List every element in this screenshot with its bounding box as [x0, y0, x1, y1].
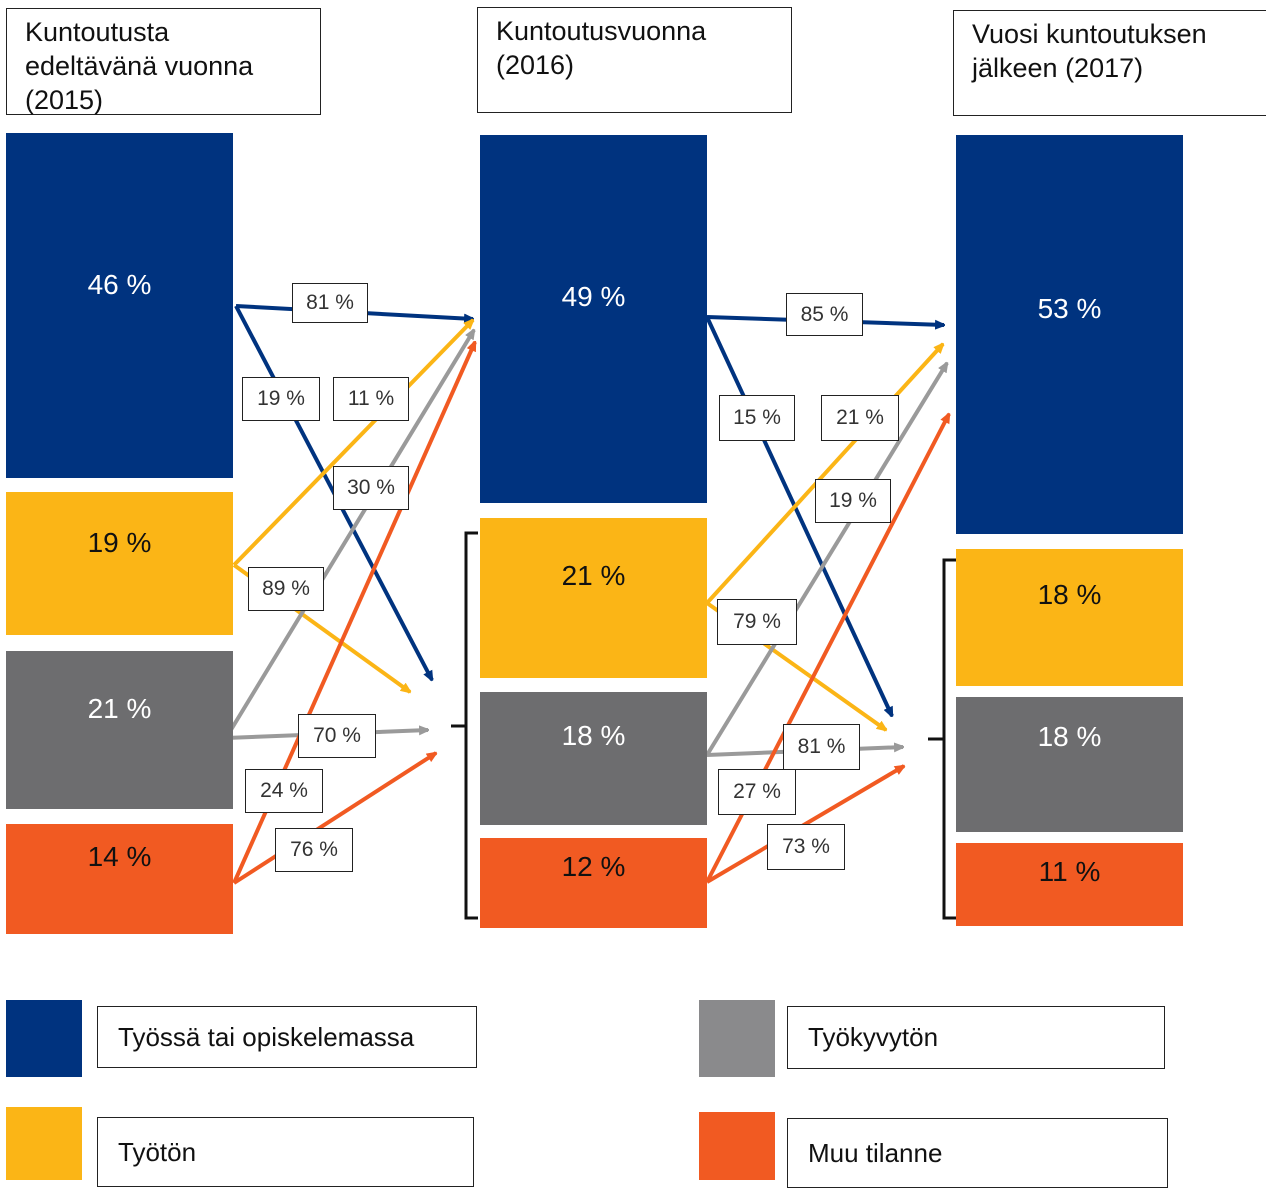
bar-2017-other-label: 11 % — [1038, 856, 1101, 887]
header-2016: Kuntoutusvuonna (2016) — [477, 7, 792, 113]
header-2015: Kuntoutusta edeltävänä vuonna (2015) — [6, 8, 321, 115]
pct-t1-unemployed-to-work: 11 % — [333, 377, 409, 421]
bar-2017-disabled: 18 % — [956, 697, 1183, 832]
legend-swatch-other — [699, 1112, 775, 1180]
bar-2015-work: 46 % — [6, 133, 233, 478]
pct-t1-other-to-nonwork: 76 % — [275, 828, 353, 872]
pct-t1-work-to-nonwork: 19 % — [242, 377, 320, 421]
bar-2016-disabled-label: 18 % — [561, 720, 626, 751]
pct-t2-other-to-nonwork: 73 % — [767, 824, 845, 870]
bar-2016-unemployed: 21 % — [480, 518, 707, 678]
bar-2017-work-label: 53 % — [1037, 293, 1102, 324]
arrow-t2-disabled-to-work — [705, 363, 949, 757]
arrow-t2-work-to-nonwork — [705, 316, 894, 716]
bar-2017-other: 11 % — [956, 843, 1183, 926]
pct-t2-unemployed-to-work: 21 % — [821, 395, 899, 441]
legend-label-other: Muu tilanne — [787, 1118, 1168, 1188]
bar-2015-unemployed: 19 % — [6, 492, 233, 635]
bar-2017-work: 53 % — [956, 135, 1183, 534]
pct-t2-work-to-nonwork: 15 % — [719, 395, 795, 441]
bar-2016-disabled: 18 % — [480, 692, 707, 825]
legend-label-disabled: Työkyvytön — [787, 1006, 1165, 1069]
pct-t1-other-to-work: 24 % — [245, 769, 323, 813]
arrow-t1-disabled-to-work — [224, 330, 476, 740]
arrow-t1-other-to-nonwork — [232, 751, 436, 885]
pct-t2-disabled-to-work: 19 % — [815, 479, 891, 523]
bar-2017-unemployed-label: 18 % — [1037, 579, 1102, 610]
bracket-2016 — [451, 531, 478, 920]
arrow-t2-unemployed-to-work — [705, 344, 943, 605]
pct-t2-unemployed-to-nonwork: 79 % — [717, 599, 797, 645]
bar-2016-other: 12 % — [480, 838, 707, 928]
bar-2015-work-label: 46 % — [87, 269, 152, 300]
bar-2015-disabled-label: 21 % — [87, 693, 152, 724]
bar-2015-other: 14 % — [6, 824, 233, 934]
pct-t1-disabled-to-nonwork: 70 % — [298, 714, 376, 758]
bar-2016-work-label: 49 % — [561, 281, 626, 312]
pct-t1-unemployed-to-nonwork: 89 % — [248, 567, 324, 611]
bar-2016-work: 49 % — [480, 135, 707, 503]
legend-swatch-work — [6, 1000, 82, 1077]
legend-label-unemployed: Työtön — [97, 1117, 474, 1187]
bar-2015-other-label: 14 % — [87, 841, 152, 872]
pct-t2-work-to-work: 85 % — [786, 293, 863, 336]
bar-2016-other-label: 12 % — [561, 851, 626, 882]
bar-2016-unemployed-label: 21 % — [561, 560, 626, 591]
bracket-2017 — [928, 558, 956, 920]
bar-2017-disabled-label: 18 % — [1037, 721, 1102, 752]
legend-swatch-disabled — [699, 1000, 775, 1077]
pct-t1-disabled-to-work: 30 % — [333, 466, 409, 510]
pct-t2-disabled-to-nonwork: 81 % — [783, 724, 860, 770]
arrow-t1-unemployed-to-work — [232, 320, 473, 567]
legend-swatch-unemployed — [6, 1107, 82, 1180]
bar-2015-disabled: 21 % — [6, 651, 233, 809]
pct-t1-work-to-work: 81 % — [292, 283, 368, 323]
pct-t2-other-to-work: 27 % — [718, 769, 796, 815]
legend-label-work: Työssä tai opiskelemassa — [97, 1006, 477, 1068]
bar-2017-unemployed: 18 % — [956, 549, 1183, 686]
header-2017: Vuosi kuntoutuksen jälkeen (2017) — [953, 10, 1266, 116]
bar-2015-unemployed-label: 19 % — [87, 527, 152, 558]
